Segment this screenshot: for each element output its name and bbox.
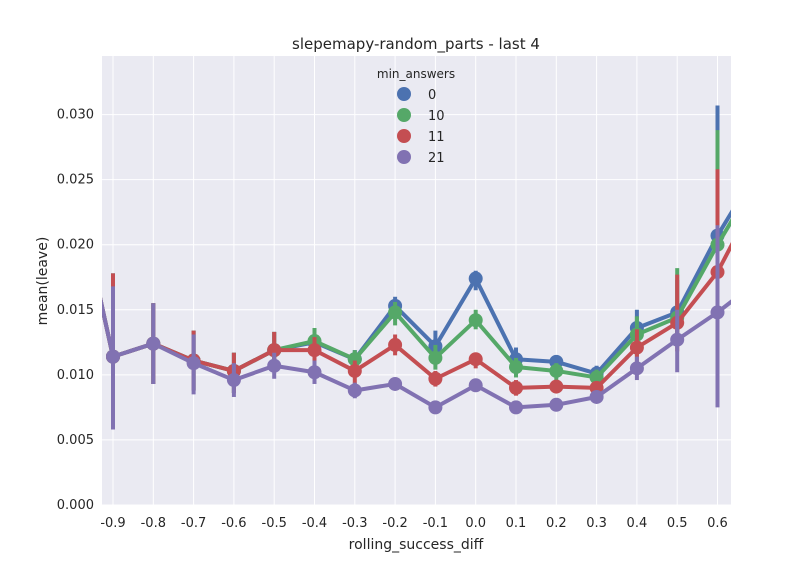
data-point: [347, 363, 362, 378]
y-tick-label: 0.030: [57, 108, 94, 123]
data-point: [388, 337, 403, 352]
legend-label: 21: [428, 151, 445, 166]
x-tick-label: -0.4: [302, 516, 327, 531]
series-line: [102, 297, 731, 410]
y-tick-label: 0.005: [57, 433, 94, 448]
y-tick-label: 0.020: [57, 238, 94, 253]
x-ticks: -0.9 -0.8 -0.7 -0.6 -0.5 -0.4 -0.3 -0.2 -0.1 0.0 0…: [100, 516, 728, 531]
x-tick-label: -0.6: [221, 516, 246, 531]
data-point: [388, 376, 403, 391]
plot-layer: [102, 105, 731, 430]
data-point: [589, 389, 604, 404]
legend-marker: [397, 150, 411, 164]
data-point: [670, 332, 685, 347]
data-point: [549, 397, 564, 412]
data-point: [509, 360, 523, 375]
data-point: [629, 340, 644, 355]
data-point: [549, 363, 564, 378]
x-tick-label: 0.6: [707, 516, 728, 531]
data-point: [428, 350, 443, 365]
data-point: [549, 379, 564, 394]
legend-marker: [397, 129, 411, 143]
y-tick-label: 0.000: [57, 498, 94, 513]
x-tick-label: 0.1: [506, 516, 527, 531]
y-tick-label: 0.010: [57, 368, 94, 383]
data-point: [307, 343, 322, 358]
plot-background: [102, 56, 731, 505]
data-point: [428, 371, 443, 386]
x-tick-label: 0.4: [627, 516, 648, 531]
legend-title: min_answers: [377, 67, 455, 81]
x-tick-label: -0.8: [141, 516, 166, 531]
data-point: [388, 305, 403, 320]
y-tick-label: 0.025: [57, 173, 94, 188]
legend-marker: [397, 108, 411, 122]
data-point: [307, 365, 322, 380]
x-tick-label: -0.9: [100, 516, 125, 531]
data-point: [347, 383, 362, 398]
x-tick-label: -0.3: [342, 516, 367, 531]
data-point: [509, 380, 523, 395]
data-point: [468, 271, 483, 286]
data-point: [267, 343, 282, 358]
y-axis-label: mean(leave): [35, 237, 51, 326]
data-point: [468, 313, 483, 328]
legend-label: 11: [428, 130, 445, 145]
x-tick-label: -0.1: [423, 516, 448, 531]
x-tick-label: 0.0: [465, 516, 486, 531]
x-tick-label: 0.2: [546, 516, 567, 531]
legend-marker: [397, 87, 411, 101]
series-21: [102, 225, 731, 430]
data-point: [347, 352, 362, 367]
data-point: [589, 370, 604, 385]
y-tick-label: 0.015: [57, 303, 94, 318]
chart-title: slepemapy-random_parts - last 4: [292, 35, 540, 54]
x-tick-label: -0.2: [382, 516, 407, 531]
legend-label: 0: [428, 88, 436, 103]
x-axis-label: rolling_success_diff: [349, 537, 484, 553]
data-point: [468, 378, 483, 393]
data-point: [146, 336, 161, 351]
y-ticks: 0.000 0.005 0.010 0.015 0.020 0.025 0.030: [57, 108, 94, 513]
x-tick-label: -0.5: [262, 516, 287, 531]
data-point: [468, 352, 483, 367]
data-point: [509, 400, 523, 415]
data-point: [186, 356, 201, 371]
data-point: [710, 305, 725, 320]
data-point: [428, 400, 443, 415]
legend-label: 10: [428, 109, 445, 124]
x-tick-label: 0.5: [667, 516, 688, 531]
x-tick-label: -0.7: [181, 516, 206, 531]
x-tick-label: 0.3: [586, 516, 607, 531]
data-point: [267, 358, 282, 373]
data-point: [226, 373, 241, 388]
legend: min_answers 0 10 11 21: [377, 67, 455, 166]
data-point: [629, 361, 644, 376]
data-point: [106, 349, 120, 364]
